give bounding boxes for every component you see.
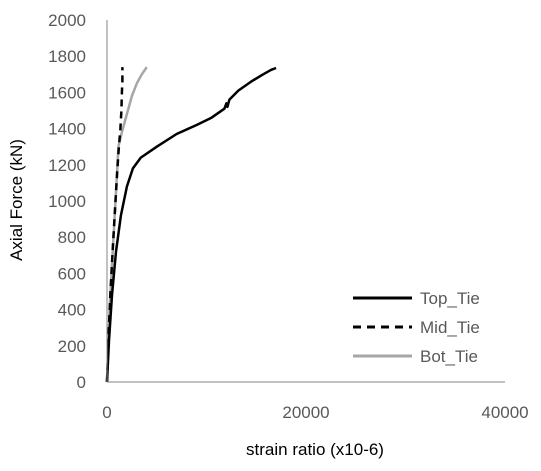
y-tick-label: 1000 (48, 192, 86, 211)
y-tick-labels: 0 200 400 600 800 1000 1200 1400 1600 1800 2000 (48, 11, 86, 392)
legend: Top_Tie Mid_Tie Bot_Tie (353, 289, 480, 366)
series-line-bot-tie (105, 66, 148, 383)
y-tick-label: 1400 (48, 120, 86, 139)
y-tick-label: 1600 (48, 83, 86, 102)
y-axis-title: Axial Force (kN) (7, 139, 26, 261)
y-tick-label: 800 (58, 228, 86, 247)
plot-area (105, 66, 277, 383)
x-tick-labels: 0 20000 40000 (102, 403, 528, 422)
y-tick-label: 0 (77, 373, 86, 392)
y-tick-label: 400 (58, 301, 86, 320)
series-line-mid-tie (105, 67, 124, 383)
y-tick-label: 200 (58, 337, 86, 356)
x-tick-label: 0 (102, 403, 111, 422)
x-tick-label: 40000 (481, 403, 528, 422)
legend-label: Top_Tie (420, 289, 480, 308)
y-tick-label: 2000 (48, 11, 86, 30)
legend-label: Mid_Tie (420, 318, 480, 337)
y-tick-label: 1200 (48, 156, 86, 175)
series-line-top-tie (105, 66, 277, 383)
legend-label: Bot_Tie (420, 347, 478, 366)
y-tick-label: 1800 (48, 47, 86, 66)
y-tick-label: 600 (58, 264, 86, 283)
x-axis-title: strain ratio (x10-6) (246, 440, 384, 459)
x-tick-label: 20000 (282, 403, 329, 422)
axes (106, 20, 505, 383)
